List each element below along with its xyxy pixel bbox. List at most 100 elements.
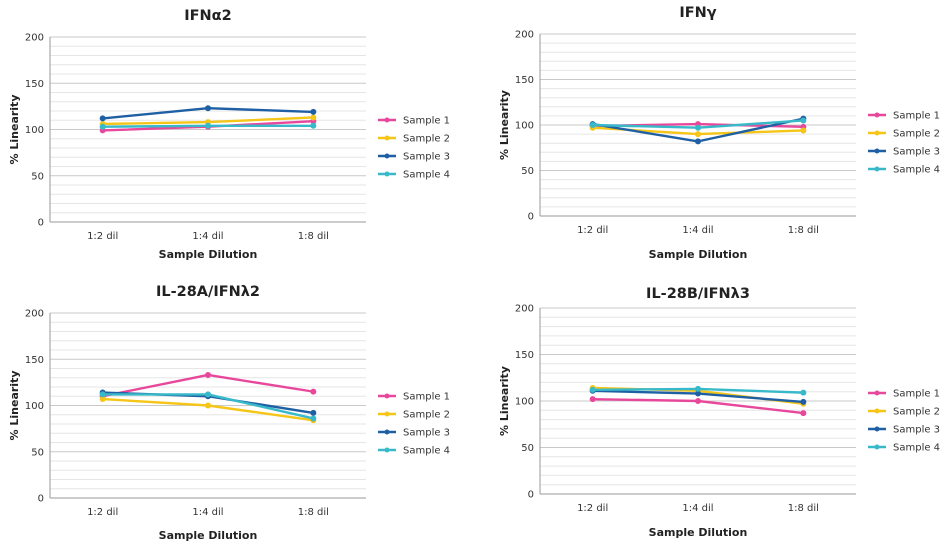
data-point [800,117,807,124]
data-point [99,123,106,130]
data-point [310,108,317,115]
legend-label: Sample 3 [893,425,940,436]
chart-title: IFNγ [679,5,716,21]
y-axis-title: % Linearity [8,95,21,165]
data-point [589,122,596,128]
y-tick-label: 100 [515,397,534,408]
legend-marker [384,393,390,399]
legend-marker [874,426,880,432]
legend-marker [874,444,880,450]
y-tick-label: 150 [515,350,534,361]
legend-marker [874,166,880,172]
legend-label: Sample 4 [403,170,450,181]
data-point [310,114,317,121]
data-point [99,396,106,403]
legend-label: Sample 1 [893,389,940,400]
chart-title: IFNα2 [184,8,232,24]
y-axis-title: % Linearity [498,366,511,436]
data-point [695,124,701,131]
legend-label: Sample 2 [403,410,450,421]
x-axis-title: Sample Dilution [649,248,748,261]
x-tick-label: 1:4 dil [682,503,713,514]
legend-marker [384,429,390,435]
y-tick-label: 100 [25,401,44,412]
y-axis-title: % Linearity [498,90,511,160]
legend-marker [384,117,390,123]
x-tick-label: 1:8 dil [298,231,329,242]
legend-marker [384,171,390,177]
legend-label: Sample 1 [403,392,450,403]
legend-marker [874,148,880,154]
y-tick-label: 50 [521,443,534,454]
data-point [800,410,807,417]
data-point [800,127,807,134]
legend-label: Sample 3 [403,428,450,439]
data-point [310,409,317,416]
data-point [205,391,211,398]
x-tick-label: 1:2 dil [87,231,118,242]
legend-marker [874,130,880,136]
legend-label: Sample 4 [893,443,940,454]
data-point [695,398,701,404]
y-tick-label: 200 [515,30,534,41]
legend-marker [384,447,390,453]
x-tick-label: 1:2 dil [577,225,608,236]
legend-marker [874,408,880,414]
y-tick-label: 100 [515,121,534,132]
data-point [695,385,701,392]
data-point [800,389,807,396]
y-tick-label: 200 [515,304,534,315]
y-tick-label: 0 [528,490,534,501]
y-tick-label: 0 [38,218,44,229]
x-tick-label: 1:4 dil [192,507,223,518]
legend-marker [384,135,390,141]
y-tick-label: 150 [25,79,44,90]
y-tick-label: 100 [25,125,44,136]
series-line-2 [102,397,314,422]
chart-title: IL-28A/IFNλ2 [156,284,260,300]
legend-label: Sample 4 [893,165,940,176]
x-axis-title: Sample Dilution [159,248,258,261]
y-axis-title: % Linearity [8,371,21,441]
chart-panel-4: 0 50 100 150 200 1:2 dil 1:4 dil 1:8 dil IL-28B/… [498,286,940,539]
data-point [589,396,596,403]
y-tick-label: 150 [25,355,44,366]
chart-panel-3: 0 50 100 150 200 1:2 dil 1:4 dil 1:8 dil IL-28A/… [8,284,450,542]
y-tick-label: 50 [521,166,534,177]
data-point [99,391,106,398]
chart-title: IL-28B/IFNλ3 [646,286,750,302]
x-tick-label: 1:8 dil [788,225,819,236]
x-axis-title: Sample Dilution [649,526,748,539]
data-point [205,371,211,378]
y-tick-label: 150 [515,75,534,86]
x-tick-label: 1:8 dil [788,503,819,514]
legend-label: Sample 4 [403,446,450,457]
legend-label: Sample 2 [893,407,940,418]
x-tick-label: 1:8 dil [298,507,329,518]
legend-marker [384,411,390,417]
chart-panel-2: 0 50 100 150 200 1:2 dil 1:4 dil 1:8 dil IFNγ Sam… [498,5,940,261]
data-point [205,402,211,409]
data-point [99,115,106,122]
legend-label: Sample 1 [893,111,940,122]
legend-label: Sample 3 [403,152,450,163]
data-point [310,415,317,422]
y-tick-label: 0 [38,494,44,505]
legend-marker [874,112,880,118]
legend-label: Sample 3 [893,147,940,158]
y-tick-label: 50 [31,447,44,458]
data-point [205,105,211,112]
data-point [310,122,317,129]
x-tick-label: 1:4 dil [682,225,713,236]
chart-panel-1: 0 50 100 150 200 1:2 dil 1:4 dil 1:8 dil IFNα2 Sa… [8,8,450,261]
x-axis-title: Sample Dilution [159,529,258,542]
y-tick-label: 200 [25,33,44,44]
data-point [695,131,701,138]
x-tick-label: 1:4 dil [192,231,223,242]
x-tick-label: 1:2 dil [577,503,608,514]
data-point [695,138,701,145]
legend-label: Sample 2 [893,129,940,140]
legend-label: Sample 2 [403,134,450,145]
x-tick-label: 1:2 dil [87,507,118,518]
